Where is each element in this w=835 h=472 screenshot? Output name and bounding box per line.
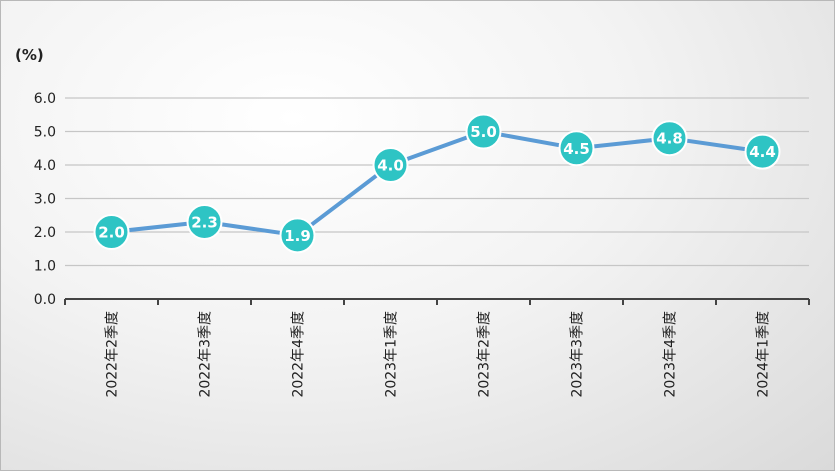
y-unit-label: (%)	[15, 46, 44, 64]
data-point-marker	[558, 130, 595, 167]
y-axis-ticks: 0.0 1.0 2.0 3.0 4.0 5.0 6.0	[34, 91, 56, 308]
gridlines	[65, 97, 809, 267]
x-axis	[64, 298, 810, 305]
y-tick-label: 4.0	[34, 158, 56, 174]
data-point-marker	[651, 120, 688, 157]
data-point-marker	[744, 133, 781, 170]
data-label: 4.4	[749, 143, 776, 161]
x-tick-label: 2022年3季度	[198, 311, 214, 398]
x-tick-label: 2024年1季度	[756, 311, 772, 398]
data-point-marker	[465, 113, 502, 150]
y-tick-label: 1.0	[34, 259, 56, 275]
data-point-marker	[186, 203, 223, 240]
x-tick-label: 2023年1季度	[384, 311, 400, 398]
x-tick-label: 2023年4季度	[663, 311, 679, 398]
y-tick-label: 0.0	[34, 292, 56, 308]
x-tick-label: 2022年4季度	[291, 311, 307, 398]
data-label: 4.0	[377, 157, 404, 175]
data-point-marker	[279, 217, 316, 254]
y-tick-label: 6.0	[34, 91, 56, 107]
y-tick-label: 2.0	[34, 225, 56, 241]
x-axis-ticks: 2022年2季度 2022年3季度 2022年4季度 2023年1季度 2023年2季度…	[105, 311, 772, 398]
x-tick-label: 2023年2季度	[477, 311, 493, 398]
data-label: 4.5	[563, 140, 590, 158]
y-tick-label: 5.0	[34, 125, 56, 141]
x-tick-label: 2023年3季度	[570, 311, 586, 398]
data-label: 1.9	[284, 227, 311, 245]
data-point-marker	[93, 214, 130, 250]
data-label: 2.0	[98, 224, 125, 242]
data-point-marker	[372, 147, 409, 183]
data-label: 5.0	[470, 123, 497, 141]
y-tick-label: 3.0	[34, 192, 56, 208]
data-label: 4.8	[656, 130, 683, 148]
data-markers: 2.0 2.3 1.9 4.0 5.0 4.5 4.8 4.4	[93, 113, 781, 254]
x-tick-label: 2022年2季度	[105, 311, 121, 398]
data-label: 2.3	[191, 213, 218, 231]
